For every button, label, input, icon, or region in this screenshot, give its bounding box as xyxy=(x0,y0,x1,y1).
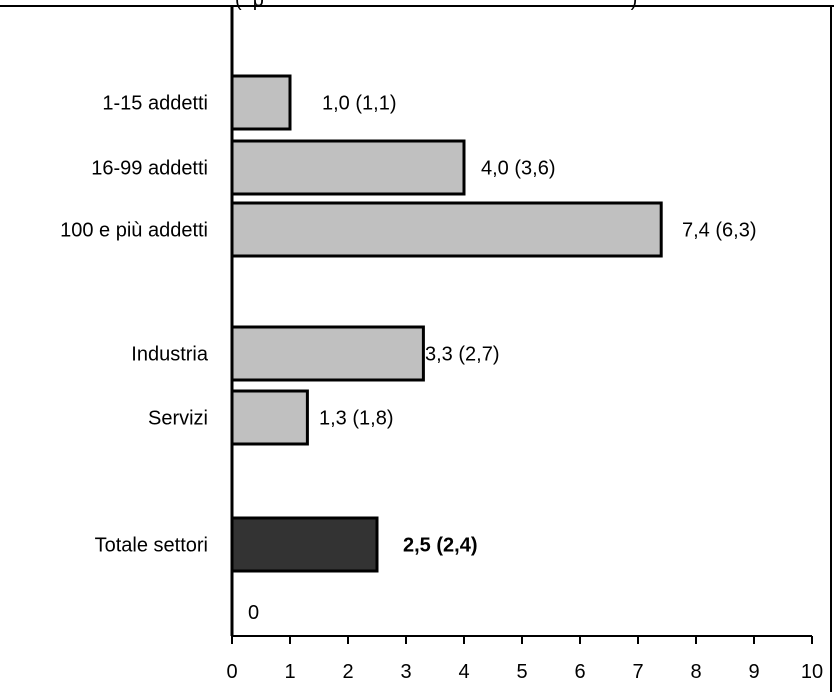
category-label: Totale settori xyxy=(95,535,208,557)
x-tick-label: 9 xyxy=(748,661,759,683)
value-labels: 1,0 (1,1) 4,0 (3,6) 7,4 (6,3) 3,3 (2,7) 1,3 … xyxy=(319,93,756,557)
value-label: 7,4 (6,3) xyxy=(682,220,756,242)
value-label: 3,3 (2,7) xyxy=(425,344,499,366)
chart-title-fragment: ( p ) xyxy=(235,0,637,11)
value-label: 1,3 (1,8) xyxy=(319,408,393,430)
x-tick-label: 3 xyxy=(400,661,411,683)
total-value-label: 2,5 (2,4) xyxy=(403,535,477,557)
category-labels: 1-15 addetti 16-99 addetti 100 e più addet… xyxy=(60,93,209,557)
bar xyxy=(230,516,379,573)
x-tick-label: 10 xyxy=(801,661,823,683)
category-label: Servizi xyxy=(148,408,208,430)
category-label: 16-99 addetti xyxy=(91,158,208,180)
bar xyxy=(230,201,663,258)
value-label: 4,0 (3,6) xyxy=(481,158,555,180)
x-tick-label: 7 xyxy=(632,661,643,683)
x-tick-label: 8 xyxy=(690,661,701,683)
x-axis: 0 1 2 3 4 5 6 7 8 9 10 0 xyxy=(226,6,823,683)
category-label: Industria xyxy=(131,344,209,366)
x-tick-label: 5 xyxy=(516,661,527,683)
bar xyxy=(230,74,292,131)
x-tick-label: 0 xyxy=(226,661,237,683)
x-tick-label: 4 xyxy=(458,661,469,683)
bars-layer xyxy=(230,74,663,573)
bar xyxy=(230,389,309,446)
x-tick-label: 1 xyxy=(284,661,295,683)
x-tick-label: 6 xyxy=(574,661,585,683)
bar xyxy=(230,139,466,196)
bar xyxy=(230,325,425,382)
value-label: 1,0 (1,1) xyxy=(322,93,396,115)
category-label: 100 e più addetti xyxy=(60,220,208,242)
zero-value-label: 0 xyxy=(248,602,259,624)
x-tick-label: 2 xyxy=(342,661,353,683)
category-label: 1-15 addetti xyxy=(102,93,208,115)
